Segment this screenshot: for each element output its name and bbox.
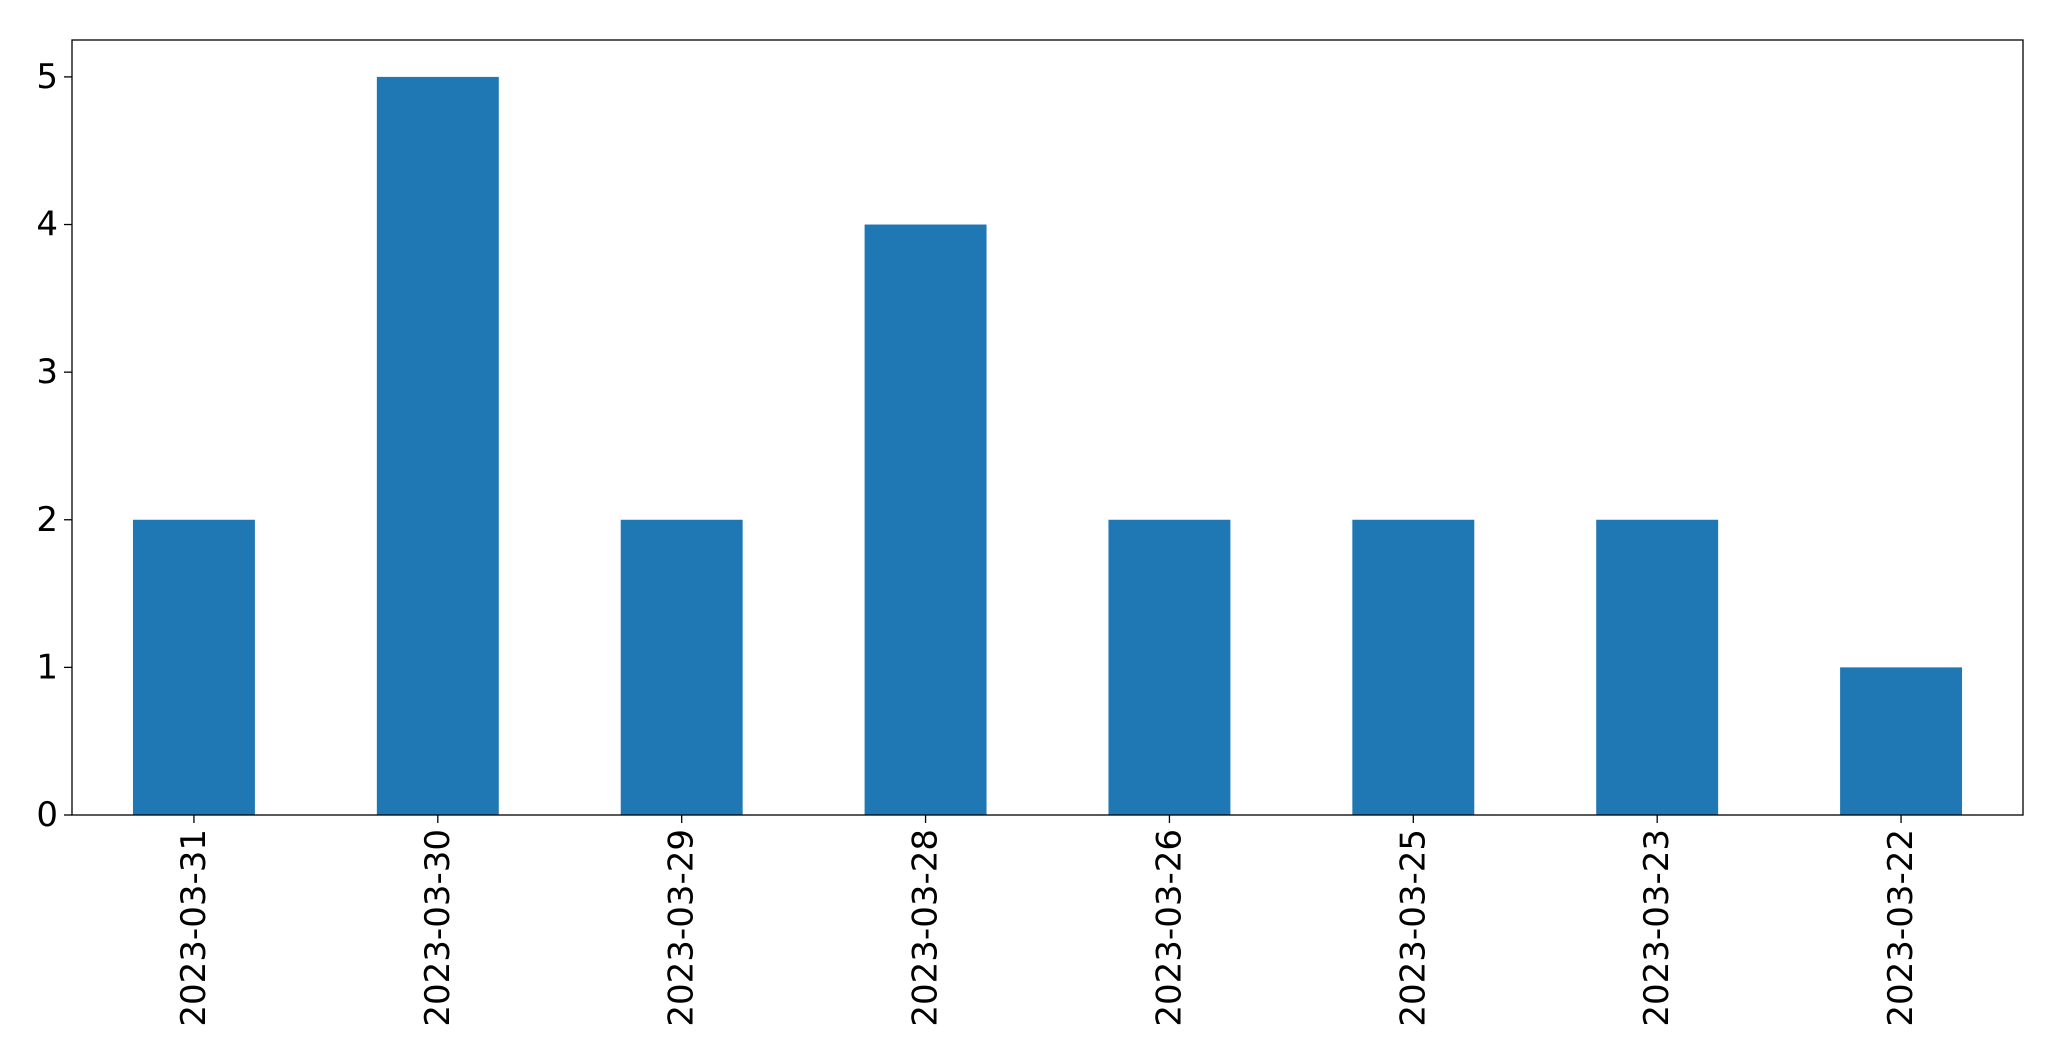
bar-2023-03-22 [1840, 667, 1963, 815]
y-tick-label: 4 [36, 205, 58, 245]
x-tick-label: 2023-03-23 [1637, 829, 1677, 1027]
bar-2023-03-23 [1596, 519, 1719, 815]
y-tick-label: 5 [36, 57, 58, 97]
bar-2023-03-29 [620, 519, 743, 815]
x-tick-label: 2023-03-29 [662, 829, 702, 1027]
bar-2023-03-26 [1108, 519, 1231, 815]
bar-2023-03-31 [132, 519, 255, 815]
x-tick-label: 2023-03-30 [418, 829, 458, 1027]
x-tick-label: 2023-03-28 [906, 829, 946, 1027]
y-tick-label: 3 [36, 352, 58, 392]
y-axis: 0 1 2 3 4 5 [36, 57, 72, 835]
x-tick-label: 2023-03-26 [1149, 829, 1189, 1027]
bars [132, 76, 1963, 815]
y-tick-label: 2 [36, 500, 58, 540]
y-tick-label: 0 [36, 795, 58, 835]
y-tick-label: 1 [36, 647, 58, 687]
bar-2023-03-28 [864, 224, 987, 815]
plot-frame [71, 39, 2024, 816]
x-tick-label: 2023-03-31 [174, 829, 214, 1027]
x-tick-label: 2023-03-22 [1881, 829, 1921, 1027]
x-axis: 2023-03-31 2023-03-30 2023-03-29 2023-03-28… [174, 815, 1921, 1027]
x-tick-label: 2023-03-25 [1393, 829, 1433, 1027]
bar-2023-03-30 [376, 76, 499, 815]
bar-2023-03-25 [1352, 519, 1475, 815]
